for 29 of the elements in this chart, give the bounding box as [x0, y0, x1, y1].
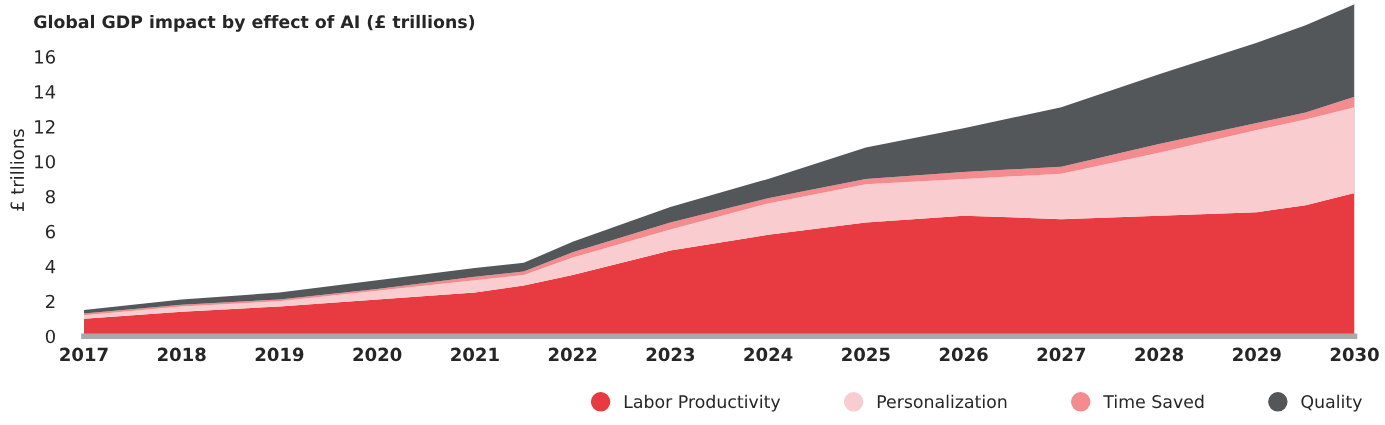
x-tick-label: 2017	[60, 347, 108, 362]
legend-label: Labor Productivity	[624, 394, 781, 412]
y-tick-label: 16	[35, 50, 56, 64]
x-tick-label: 2026	[939, 347, 988, 362]
x-tick-label: 2028	[1135, 347, 1184, 362]
y-tick-label: 8	[45, 189, 55, 204]
y-tick-label: 0	[45, 329, 55, 344]
x-tick-label: 2025	[842, 347, 890, 362]
legend-label: Personalization	[877, 394, 1007, 409]
y-tick-label: 2	[45, 294, 55, 309]
x-tick-label: 2018	[157, 347, 206, 362]
x-tick-label: 2027	[1037, 347, 1086, 362]
legend-label: Time Saved	[1103, 394, 1204, 409]
legend-label: Quality	[1301, 394, 1362, 412]
y-axis-title: £ trillions	[10, 129, 25, 211]
x-tick-label: 2030	[1330, 347, 1379, 362]
y-tick-label: 4	[45, 259, 56, 274]
x-tick-label: 2024	[744, 347, 793, 362]
y-tick-label: 10	[35, 154, 55, 169]
x-tick-label: 2023	[646, 347, 695, 362]
x-tick-label: 2022	[548, 347, 597, 362]
x-tick-label: 2019	[255, 347, 304, 362]
x-tick-label: 2029	[1233, 347, 1281, 362]
y-tick-label: 6	[45, 224, 56, 239]
x-tick-label: 2021	[451, 347, 499, 362]
y-tick-label: 14	[35, 85, 56, 99]
y-tick-label: 12	[35, 120, 55, 134]
x-tick-label: 2020	[353, 347, 402, 362]
text: Global GDP impact by effect of AI (£ trillions)	[34, 14, 475, 32]
